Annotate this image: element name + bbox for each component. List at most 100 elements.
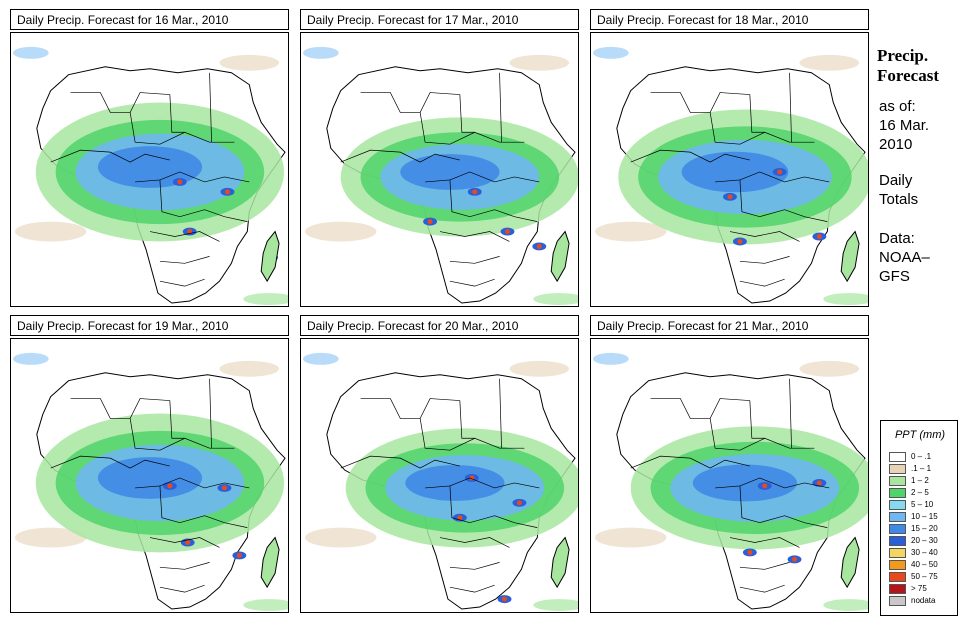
country-border	[630, 149, 750, 163]
country-border	[340, 149, 460, 163]
country-border	[449, 485, 538, 528]
rain-peak	[185, 540, 191, 545]
as-of-year: 2010	[879, 136, 913, 153]
country-border	[715, 171, 830, 183]
country-border	[159, 584, 205, 593]
country-border	[50, 455, 170, 469]
rain-peak	[816, 234, 822, 239]
madagascar-outline	[260, 230, 280, 283]
country-border	[459, 94, 475, 133]
africa-map	[302, 352, 578, 612]
country-border	[209, 72, 212, 143]
precip-map	[590, 32, 869, 307]
country-border	[129, 418, 235, 451]
country-border	[739, 562, 790, 570]
legend-label: 15 – 20	[911, 524, 938, 533]
light-rain-area	[12, 352, 49, 365]
legend-swatch	[889, 536, 906, 546]
rain-peak	[224, 189, 230, 195]
country-border	[449, 278, 495, 287]
precip-map	[10, 338, 289, 613]
legend-swatch	[889, 572, 906, 582]
light-rain-area	[243, 599, 288, 612]
rain-peak	[747, 549, 753, 555]
forecast-panel-3: Daily Precip. Forecast for 18 Mar., 2010	[590, 9, 873, 307]
legend-swatch	[889, 596, 906, 606]
light-rain-area	[304, 527, 377, 548]
country-border	[630, 455, 750, 469]
panel-title: Daily Precip. Forecast for 18 Mar., 2010	[590, 9, 869, 30]
madagascar-outline	[550, 230, 570, 283]
light-rain-area	[592, 46, 629, 59]
madagascar-outline	[260, 536, 280, 589]
country-border	[169, 94, 185, 133]
legend-swatch	[889, 548, 906, 558]
country-border	[209, 378, 212, 449]
africa-map	[12, 46, 288, 306]
as-of-block: as of: 16 Mar. 2010	[879, 97, 929, 154]
light-rain-area	[219, 360, 280, 377]
rain-peak	[177, 179, 183, 185]
country-border	[159, 278, 205, 287]
country-border	[650, 398, 750, 419]
precip-map	[590, 338, 869, 613]
country-border	[789, 378, 792, 449]
sidebar-title: Precip. Forecast	[877, 46, 939, 86]
panel-title: Daily Precip. Forecast for 17 Mar., 2010	[300, 9, 579, 30]
country-border	[149, 537, 220, 548]
rain-zone-core	[97, 146, 203, 188]
legend-swatch	[889, 452, 906, 462]
legend-label: 50 – 75	[911, 572, 938, 581]
country-border	[739, 584, 785, 593]
country-border	[159, 485, 248, 528]
madagascar-outline	[840, 230, 860, 283]
rain-zone-core	[405, 465, 505, 501]
country-border	[419, 112, 525, 145]
madagascar-outline	[840, 536, 860, 589]
country-border	[499, 72, 502, 143]
legend-label: 10 – 15	[911, 512, 938, 521]
totals-block: Daily Totals	[879, 171, 918, 209]
light-rain-area	[219, 54, 280, 71]
country-border	[439, 537, 510, 548]
panel-title: Daily Precip. Forecast for 19 Mar., 2010	[10, 315, 289, 336]
rain-peak	[502, 596, 508, 602]
legend-label: > 75	[911, 584, 927, 593]
country-border	[789, 72, 792, 143]
legend-label: 2 – 5	[911, 488, 929, 497]
country-border	[729, 537, 800, 548]
light-rain-area	[533, 599, 578, 612]
legend-label: 0 – .1	[911, 452, 932, 461]
rain-peak	[187, 229, 193, 235]
legend-title: PPT (mm)	[894, 429, 946, 441]
country-border	[70, 92, 170, 113]
legend-label: .1 – 1	[911, 464, 932, 473]
panel-title: Daily Precip. Forecast for 21 Mar., 2010	[590, 315, 869, 336]
light-rain-area	[592, 352, 629, 365]
title-line: Precip.	[877, 46, 929, 65]
forecast-panel-4: Daily Precip. Forecast for 19 Mar., 2010	[10, 315, 293, 613]
legend-label: 30 – 40	[911, 548, 938, 557]
country-border	[70, 398, 170, 419]
legend-swatch	[889, 584, 906, 594]
country-border	[360, 92, 460, 113]
country-border	[739, 256, 790, 264]
country-border	[159, 256, 210, 264]
country-border	[129, 112, 235, 145]
rain-peak	[792, 556, 798, 562]
country-border	[149, 231, 220, 242]
light-rain-area	[12, 46, 49, 59]
light-rain-area	[509, 360, 570, 377]
africa-map	[302, 46, 578, 306]
country-border	[449, 256, 500, 264]
rain-peak	[505, 229, 510, 235]
country-border	[709, 418, 815, 451]
ppt-legend: PPT (mm) 0 – .1 .1 – 1 1 – 2 2 – 5 5 – 10 10 …	[880, 420, 958, 616]
light-rain-area	[594, 221, 667, 242]
country-border	[709, 112, 815, 145]
panel-title: Daily Precip. Forecast for 20 Mar., 2010	[300, 315, 579, 336]
light-rain-area	[533, 293, 578, 306]
data-source-block: Data: NOAA– GFS	[879, 229, 930, 286]
light-rain-area	[823, 293, 868, 306]
forecast-panel-6: Daily Precip. Forecast for 21 Mar., 2010	[590, 315, 873, 613]
